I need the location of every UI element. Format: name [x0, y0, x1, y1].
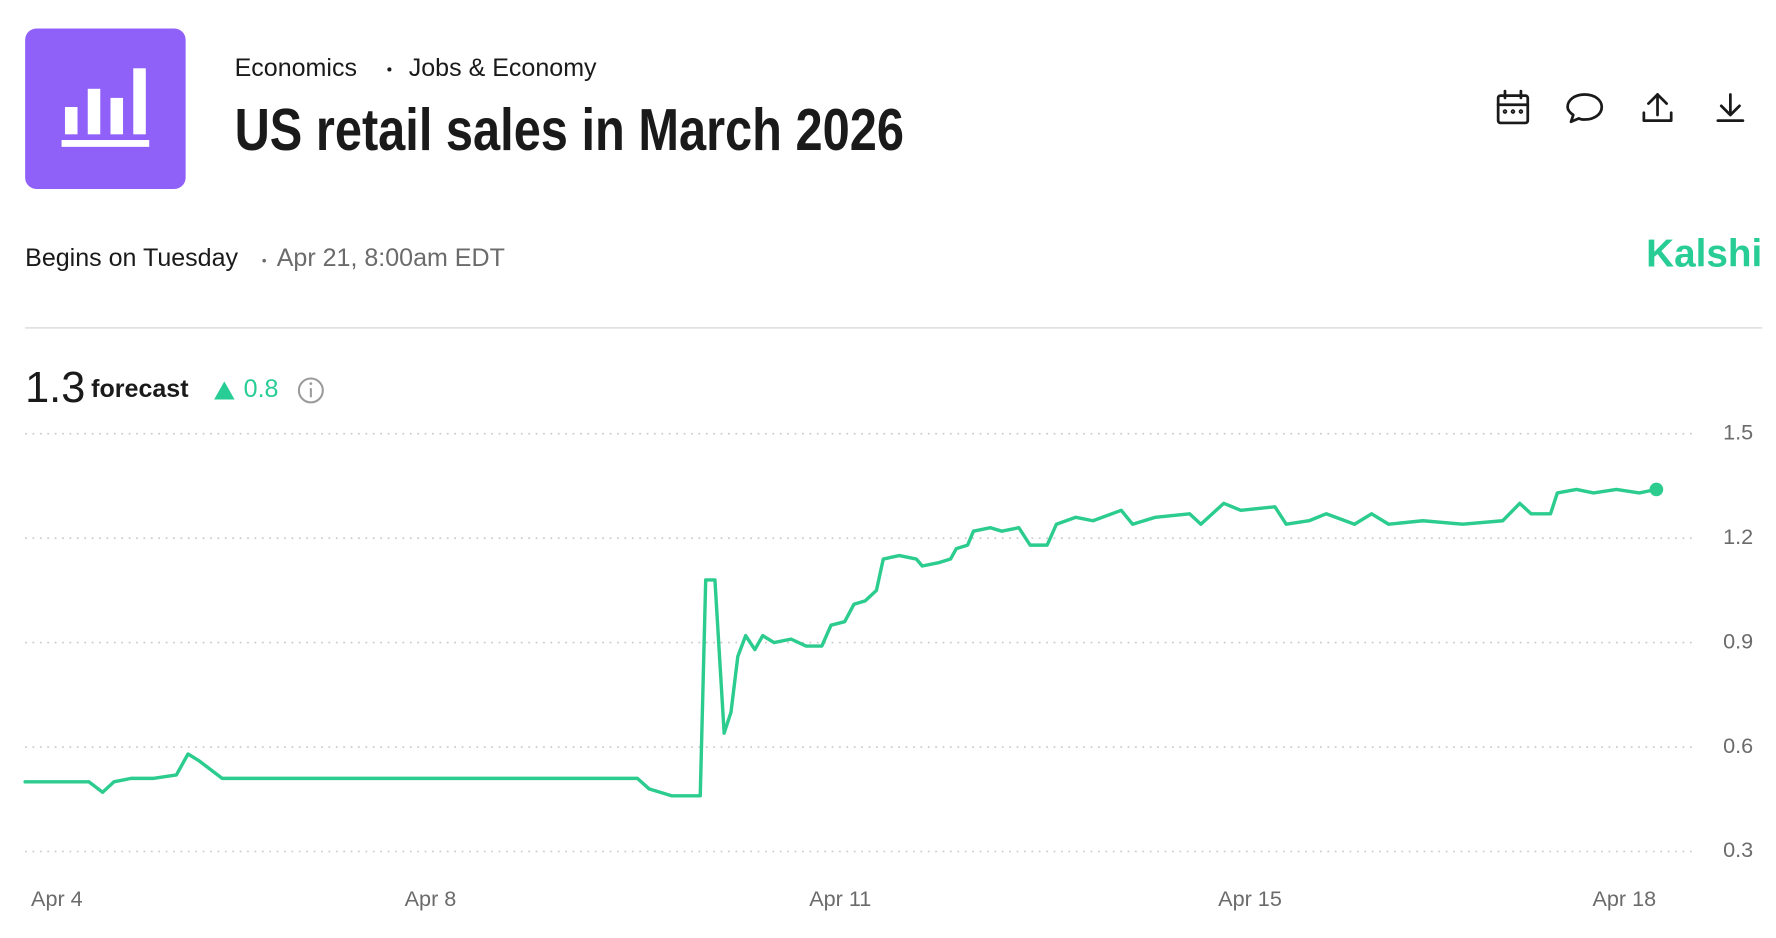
x-tick-label: Apr 4	[31, 886, 83, 911]
info-button[interactable]	[297, 377, 324, 404]
comment-button[interactable]	[1566, 93, 1604, 124]
begins-label: Begins on Tuesday	[25, 244, 238, 272]
forecast-value: 1.3	[25, 364, 85, 412]
download-button[interactable]	[1716, 93, 1745, 123]
forecast-line	[23, 487, 1659, 798]
breadcrumb-category[interactable]: Economics	[235, 54, 357, 82]
y-tick-label: 0.6	[1723, 733, 1753, 758]
brand-logo[interactable]: Kalshi	[1646, 232, 1762, 275]
calendar-button[interactable]	[1496, 89, 1530, 125]
begins-time: Apr 21, 8:00am EDT	[277, 244, 505, 272]
market-title: US retail sales in March 2026	[235, 96, 904, 163]
separator	[387, 67, 392, 72]
y-tick-label: 1.2	[1723, 524, 1753, 549]
breadcrumb-subcategory[interactable]: Jobs & Economy	[409, 54, 597, 82]
y-tick-label: 0.3	[1723, 837, 1753, 862]
x-tick-label: Apr 11	[809, 886, 871, 911]
end-point	[1649, 482, 1664, 497]
forecast-label: forecast	[91, 375, 189, 403]
chart: 0.3 0.6 0.9 1.2 1.5 Apr 4 Apr 8 Apr 11 Apr 15 Apr…	[23, 419, 1753, 911]
x-tick-label: Apr 18	[1592, 886, 1656, 911]
y-tick-label: 0.9	[1723, 628, 1753, 653]
y-tick-label: 1.5	[1723, 419, 1753, 444]
x-tick-label: Apr 8	[405, 886, 457, 911]
forecast-change: 0.8	[244, 375, 279, 403]
x-tick-label: Apr 15	[1218, 886, 1282, 911]
share-button[interactable]	[1642, 93, 1673, 123]
category-icon	[25, 28, 186, 189]
separator	[262, 258, 267, 263]
change-arrow	[214, 381, 235, 400]
